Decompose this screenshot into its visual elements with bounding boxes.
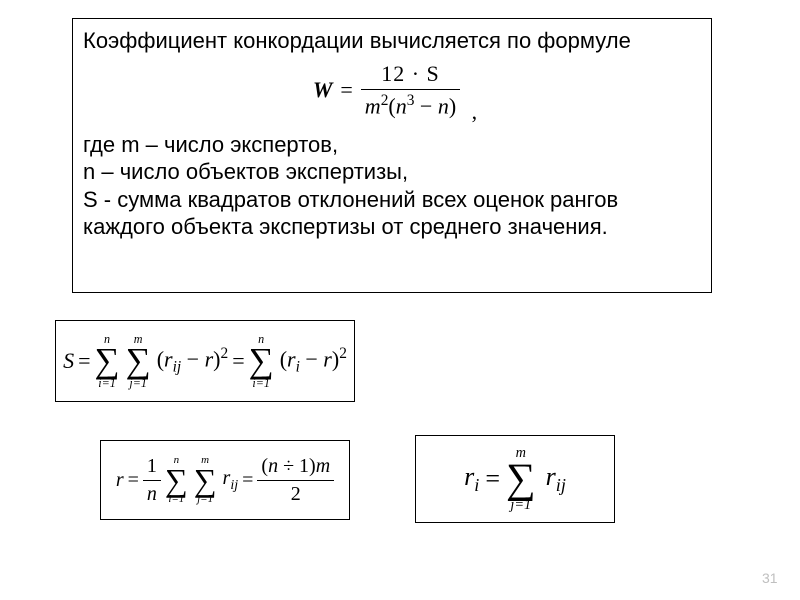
W-lhs: W <box>313 77 333 103</box>
formula-ri: ri = m ∑ j=1 rij <box>415 435 615 523</box>
slide: Коэффициент конкордации вычисляется по ф… <box>0 0 800 600</box>
formula-r: r = 1 n n ∑ i=1 m ∑ j=1 rij = (n ÷ <box>100 440 350 520</box>
s-line2: каждого объекта экспертизы от среднего з… <box>83 213 701 241</box>
n-line: n – число объектов экспертизы, <box>83 158 701 186</box>
W-eq: = <box>340 77 352 103</box>
s-line1: S - сумма квадратов отклонений всех оцен… <box>83 186 701 214</box>
formula-S: S = n ∑ i=1 m ∑ j=1 (rij − r)2 = n ∑ i=1 <box>55 320 355 402</box>
page-number: 31 <box>762 570 778 586</box>
W-num: 12 · S <box>361 61 460 90</box>
W-den: m2(n3 − n) <box>361 90 460 119</box>
title-line: Коэффициент конкордации вычисляется по ф… <box>83 27 701 55</box>
definition-box: Коэффициент конкордации вычисляется по ф… <box>72 18 712 293</box>
where-m-line: где m – число экспертов, <box>83 131 701 159</box>
W-comma: , <box>472 99 478 124</box>
formula-W: W = 12 · S m2(n3 − n) , <box>83 61 701 131</box>
